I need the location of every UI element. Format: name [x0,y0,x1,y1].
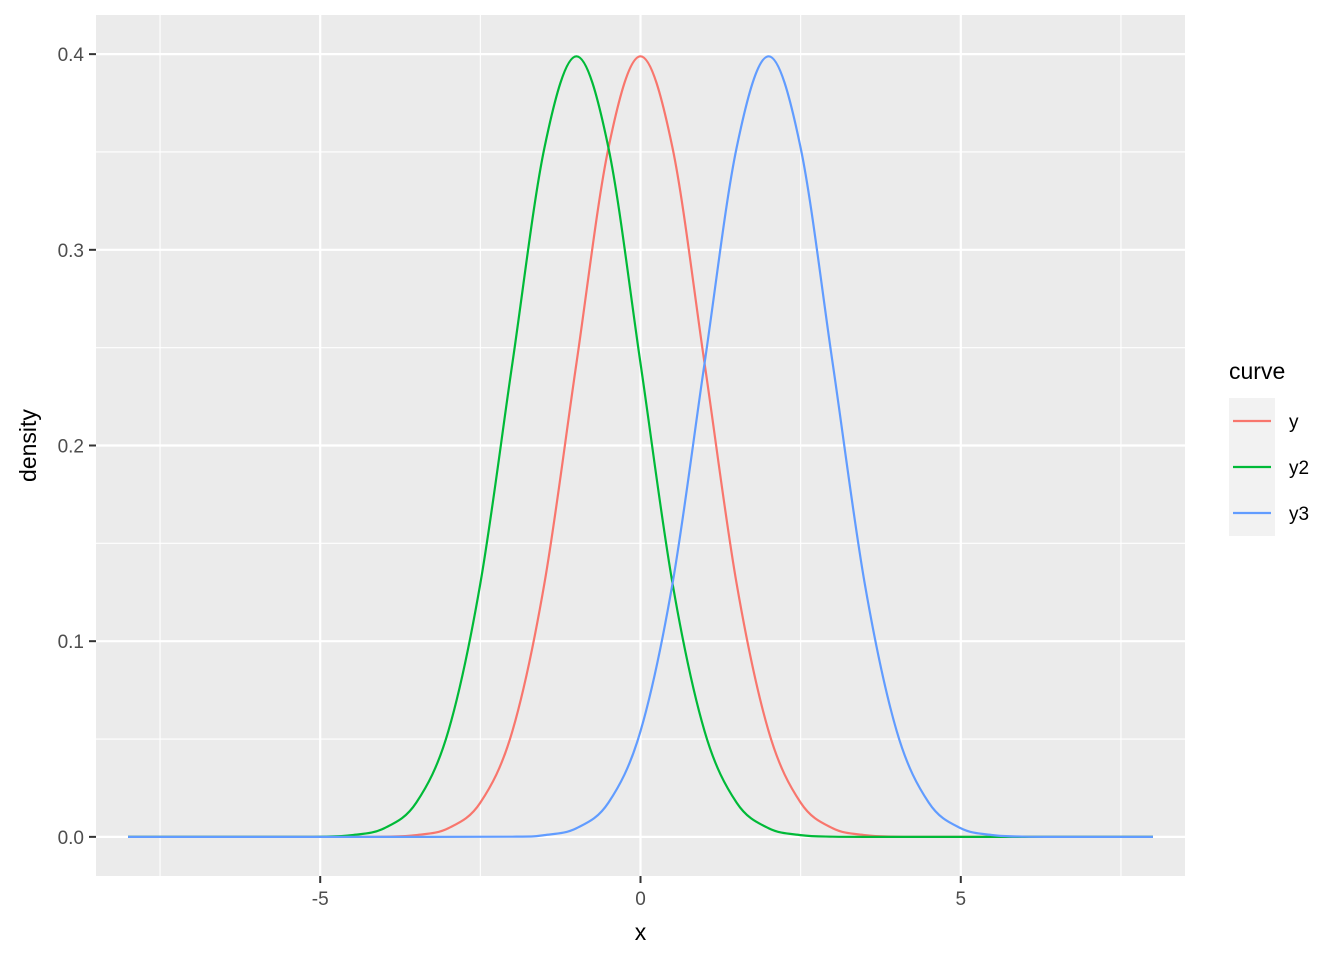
x-axis: -5 0 5 [312,876,966,910]
legend-title: curve [1229,358,1285,384]
y-tick-label: 0.0 [58,828,84,849]
y-tick-label: 0.1 [58,632,84,653]
legend-label-y3: y3 [1289,504,1309,525]
legend-label-y2: y2 [1289,458,1309,479]
x-axis-title: x [635,919,647,945]
major-gridlines [96,15,1185,876]
series-line-y2 [128,55,1153,838]
series-line-y3 [128,55,1153,838]
series-lines [128,55,1153,838]
y-tick-label: 0.3 [58,241,84,262]
y-tick-label: 0.2 [58,437,84,458]
y-axis: 0.0 0.1 0.2 0.3 0.4 [58,45,96,849]
legend-items: y y2 y3 [1233,412,1309,525]
x-tick-label: -5 [312,889,329,910]
x-tick-label: 5 [956,889,967,910]
legend: curve y y2 y3 [1229,358,1309,536]
y-axis-title: density [15,409,41,482]
y-tick-label: 0.4 [58,45,85,66]
x-tick-label: 0 [635,889,646,910]
legend-label-y: y [1289,412,1299,433]
